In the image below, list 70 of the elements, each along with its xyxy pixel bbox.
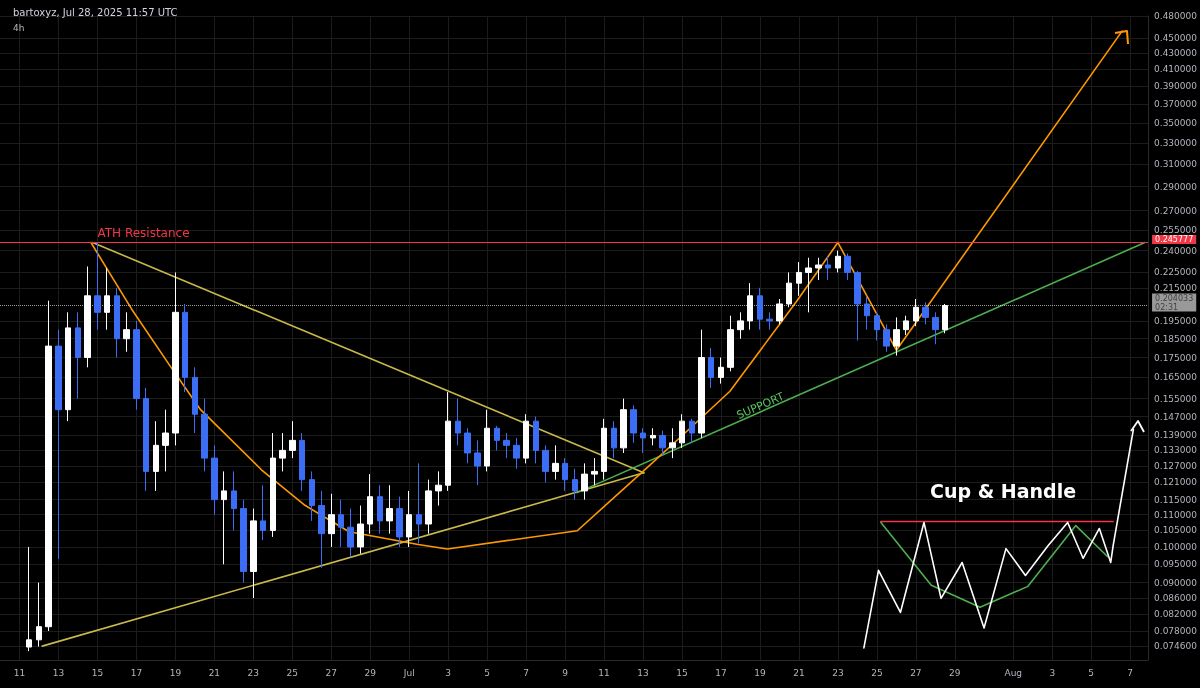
y-tick-label: 0.147000	[1154, 411, 1198, 422]
x-tick-label: 15	[91, 667, 104, 678]
y-tick-label: 0.390000	[1154, 81, 1198, 92]
x-tick-label: 7	[523, 667, 529, 678]
x-tick-label: 13	[637, 667, 649, 678]
y-tick-label: 0.139000	[1154, 430, 1198, 441]
y-tick-label: 0.240000	[1154, 245, 1198, 256]
annotation: Cup & Handle	[930, 480, 1077, 503]
y-tick-label: 0.430000	[1154, 48, 1198, 59]
y-tick-label: 0.155000	[1154, 393, 1198, 404]
x-tick-label: 13	[52, 667, 65, 678]
y-tick-label: 0.095000	[1154, 559, 1198, 570]
y-tick-label: 0.185000	[1154, 333, 1198, 344]
ref-line-label: 0.204033 02:31	[1155, 293, 1194, 312]
x-tick-label: 5	[1088, 667, 1095, 678]
y-tick-label: 0.290000	[1154, 181, 1198, 192]
x-tick-label: 3	[445, 667, 452, 678]
x-tick-label: 17	[715, 667, 727, 678]
y-tick-label: 0.127000	[1154, 461, 1198, 472]
y-tick-label: 0.255000	[1154, 225, 1198, 236]
y-tick-label: 0.310000	[1154, 158, 1198, 169]
x-tick-label: 27	[910, 667, 922, 678]
y-tick-label: 0.350000	[1154, 117, 1198, 128]
y-tick-label: 0.086000	[1154, 592, 1198, 603]
x-tick-label: 3	[1049, 667, 1056, 678]
x-tick-label: 21	[208, 667, 221, 678]
y-tick-label: 0.105000	[1154, 525, 1198, 536]
x-tick-label: 5	[484, 667, 491, 678]
x-tick-label: 19	[754, 667, 766, 678]
x-tick-label: 25	[286, 667, 299, 678]
x-tick-label: 21	[793, 667, 805, 678]
x-tick-label: 15	[676, 667, 688, 678]
y-tick-label: 0.115000	[1154, 494, 1198, 505]
x-tick-label: 11	[598, 667, 610, 678]
x-tick-label: 27	[325, 667, 337, 678]
y-tick-label: 0.082000	[1154, 609, 1198, 620]
y-tick-label: 0.270000	[1154, 205, 1198, 216]
text: 4h	[13, 22, 25, 33]
y-tick-label: 0.121000	[1154, 477, 1198, 488]
y-tick-label: 0.100000	[1154, 541, 1198, 552]
x-tick-label: 17	[130, 667, 143, 678]
chart-title: bartoxyz, Jul 28, 2025 11:57 UTC	[13, 6, 178, 18]
y-tick-label: 0.330000	[1154, 137, 1198, 148]
y-tick-label: 0.133000	[1154, 445, 1198, 456]
x-tick-label: 25	[871, 667, 883, 678]
y-tick-label: 0.480000	[1154, 11, 1198, 21]
y-tick-label: 0.370000	[1154, 99, 1198, 110]
y-tick-label: 0.078000	[1154, 626, 1198, 637]
y-tick-label: 0.225000	[1154, 267, 1198, 278]
x-tick-label: 19	[169, 667, 182, 678]
x-tick-label: 7	[1127, 667, 1134, 678]
x-tick-label: 29	[949, 667, 961, 678]
y-tick-label: 0.074600	[1154, 641, 1198, 652]
x-tick-label: Aug	[1004, 667, 1023, 678]
y-tick-label: 0.165000	[1154, 372, 1198, 383]
y-tick-label: 0.110000	[1154, 509, 1198, 520]
annotation: ATH Resistance	[97, 225, 190, 240]
y-tick-label: 0.195000	[1154, 315, 1198, 326]
y-tick-label: 0.090000	[1154, 577, 1198, 588]
x-tick-label: 23	[247, 667, 260, 678]
x-tick-label: 23	[832, 667, 844, 678]
y-tick-label: 0.215000	[1154, 282, 1198, 293]
y-tick-label: 0.450000	[1154, 32, 1198, 43]
y-tick-label: 0.175000	[1154, 352, 1198, 363]
x-tick-label: Jul	[402, 667, 415, 678]
x-tick-label: 29	[364, 667, 377, 678]
ref-line-label: 0.245777	[1155, 235, 1194, 245]
x-tick-label: 9	[562, 667, 569, 678]
y-tick-label: 0.410000	[1154, 64, 1198, 75]
x-tick-label: 11	[13, 667, 26, 678]
